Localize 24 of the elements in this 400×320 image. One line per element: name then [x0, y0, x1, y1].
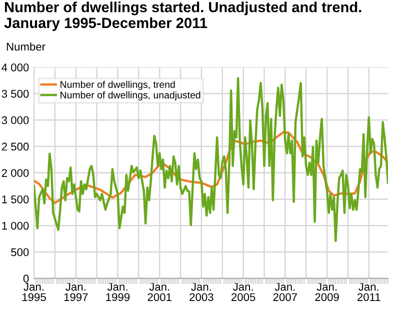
legend-label: Number of dwellings, unadjusted	[60, 91, 200, 100]
y-tick-label: 2 000	[2, 169, 29, 177]
x-tick-label: Jan. 2003	[190, 282, 214, 302]
line-series	[34, 77, 388, 242]
line-series	[34, 131, 388, 204]
y-tick-label: 2 500	[2, 142, 29, 151]
chart-title: Number of dwellings started. Unadjusted and trend. January 1995-December 2011	[4, 2, 362, 31]
x-tick-label: Jan. 1997	[64, 282, 88, 302]
y-tick-label: 0	[23, 274, 29, 283]
y-tick-label: 4 000	[2, 63, 29, 72]
y-tick-label: 3 500	[2, 90, 29, 98]
y-tick-label: 1 000	[2, 222, 29, 230]
y-tick-label: 1 500	[2, 195, 29, 204]
legend-label: Number of dwellings, trend	[60, 80, 175, 90]
x-tick-label: Jan. 1995	[22, 282, 46, 302]
x-tick-label: Jan. 2009	[315, 282, 339, 302]
x-tick-label: Jan. 2005	[232, 282, 256, 302]
x-tick-label: Jan. 2011	[357, 282, 380, 302]
x-tick-label: Jan. 2007	[273, 282, 297, 302]
x-tick-label: Jan. 1999	[106, 282, 130, 302]
y-tick-label: 500	[11, 248, 29, 256]
y-tick-label: 3 000	[2, 116, 29, 124]
x-tick-label: Jan. 2001	[148, 282, 172, 302]
y-axis-title: Number	[6, 42, 46, 51]
